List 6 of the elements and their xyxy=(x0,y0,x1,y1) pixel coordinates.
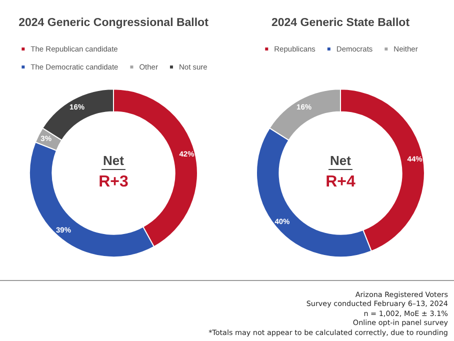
chart-title: 2024 Generic Congressional Ballot xyxy=(18,17,209,29)
text: R+3 xyxy=(98,174,128,190)
text: R+4 xyxy=(326,174,356,190)
chart-title: 2024 Generic State Ballot xyxy=(271,17,410,29)
text: Net xyxy=(330,153,352,168)
text: Net xyxy=(103,153,125,168)
